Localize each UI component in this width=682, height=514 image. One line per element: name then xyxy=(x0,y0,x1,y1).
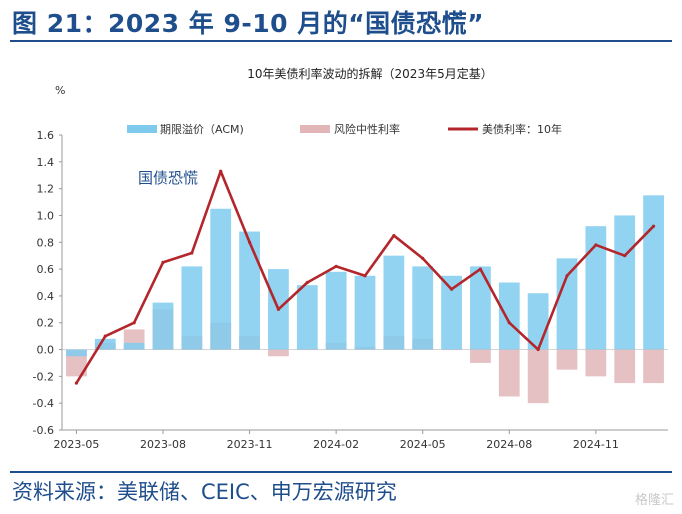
point-yield-10y xyxy=(565,274,569,278)
legend-label-yield: 美债利率：10年 xyxy=(482,122,562,136)
point-yield-10y xyxy=(219,169,223,173)
point-yield-10y xyxy=(74,381,79,385)
point-yield-10y xyxy=(623,254,627,258)
legend-swatch-risk-neutral xyxy=(300,125,330,133)
y-tick-label: -0.4 xyxy=(33,397,54,410)
bar-term-premium xyxy=(354,275,376,350)
x-tick-label: 2023-08 xyxy=(140,438,186,451)
y-tick-label: 1.4 xyxy=(37,156,55,169)
bar-term-premium xyxy=(383,255,405,350)
point-yield-10y xyxy=(103,334,107,338)
y-unit-label: % xyxy=(55,84,65,97)
bar-term-premium xyxy=(296,285,318,350)
bar-term-premium xyxy=(470,266,491,350)
y-tick-label: 0.0 xyxy=(37,344,55,357)
x-tick-label: 2024-02 xyxy=(313,438,359,451)
bar-term-premium xyxy=(152,302,174,350)
point-yield-10y xyxy=(507,321,511,325)
point-yield-10y xyxy=(392,233,396,238)
source-divider xyxy=(10,471,672,473)
bar-term-premium xyxy=(412,266,434,350)
point-yield-10y xyxy=(276,307,281,311)
bar-term-premium xyxy=(498,282,520,350)
point-yield-10y xyxy=(190,251,194,255)
bar-risk-neutral xyxy=(296,349,318,351)
y-tick-label: 0.8 xyxy=(37,236,55,249)
legend-label-risk-neutral: 风险中性利率 xyxy=(334,122,400,136)
x-tick-label: 2024-08 xyxy=(486,438,532,451)
x-tick-label: 2024-05 xyxy=(400,438,446,451)
bar-risk-neutral xyxy=(268,349,289,357)
bar-risk-neutral xyxy=(441,349,462,351)
legend: 期限溢价（ACM) 风险中性利率 美债利率：10年 xyxy=(127,122,562,136)
point-yield-10y xyxy=(421,256,425,260)
bar-term-premium xyxy=(123,342,145,350)
y-tick-label: 0.4 xyxy=(37,290,55,303)
source-note: 资料来源：美联储、CEIC、申万宏源研究 xyxy=(12,480,397,504)
bar-term-premium xyxy=(239,231,260,350)
chart-title: 10年美债利率波动的拆解（2023年5月定基） xyxy=(247,66,492,81)
point-yield-10y xyxy=(334,264,338,269)
bar-term-premium xyxy=(210,208,232,350)
point-yield-10y xyxy=(132,321,136,325)
y-tick-label: 0.6 xyxy=(37,263,55,276)
watermark: 格隆汇 xyxy=(634,493,674,508)
point-yield-10y xyxy=(161,260,165,264)
bar-risk-neutral xyxy=(527,349,549,404)
y-tick-label: 1.0 xyxy=(37,209,55,222)
bar-term-premium xyxy=(556,258,578,350)
point-yield-10y xyxy=(651,224,656,228)
figure-title: 图 21：2023 年 9-10 月的“国债恐慌” xyxy=(12,9,485,38)
bar-term-premium xyxy=(181,266,203,350)
bar-risk-neutral xyxy=(614,349,636,384)
y-tick-label: -0.6 xyxy=(33,424,54,437)
bar-term-premium xyxy=(66,349,87,357)
point-yield-10y xyxy=(247,240,252,244)
bar-term-premium xyxy=(643,195,664,350)
y-tick-label: -0.2 xyxy=(33,370,54,383)
annotation-bond-panic: 国债恐慌 xyxy=(138,169,198,187)
point-yield-10y xyxy=(363,274,367,278)
decomposition-chart: 10年美债利率波动的拆解（2023年5月定基） % 期限溢价（ACM) 风险中性… xyxy=(33,66,668,451)
bar-term-premium xyxy=(614,215,636,350)
legend-swatch-term-premium xyxy=(127,125,157,133)
x-tick-label: 2023-05 xyxy=(53,438,99,451)
bar-risk-neutral xyxy=(585,349,607,377)
bar-risk-neutral xyxy=(498,349,520,397)
bar-term-premium xyxy=(441,275,462,350)
point-yield-10y xyxy=(594,243,598,247)
bar-risk-neutral xyxy=(470,349,491,363)
x-tick-label: 2023-11 xyxy=(227,438,273,451)
x-tick-label: 2024-11 xyxy=(573,438,619,451)
y-tick-label: 1.2 xyxy=(37,183,55,196)
bar-risk-neutral xyxy=(556,349,578,370)
point-yield-10y xyxy=(478,267,483,271)
title-divider xyxy=(10,40,672,42)
bar-term-premium xyxy=(585,226,607,350)
bar-term-premium xyxy=(325,271,347,350)
legend-label-term-premium: 期限溢价（ACM) xyxy=(160,122,244,136)
bar-term-premium xyxy=(94,338,116,350)
bar-risk-neutral xyxy=(643,349,664,384)
point-yield-10y xyxy=(536,347,540,352)
y-tick-label: 0.2 xyxy=(37,317,55,330)
point-yield-10y xyxy=(305,280,309,285)
point-yield-10y xyxy=(449,287,454,291)
y-tick-label: 1.6 xyxy=(37,129,55,142)
plot-area: 1.61.41.21.00.80.60.40.20.0-0.2-0.4-0.62… xyxy=(33,129,668,451)
